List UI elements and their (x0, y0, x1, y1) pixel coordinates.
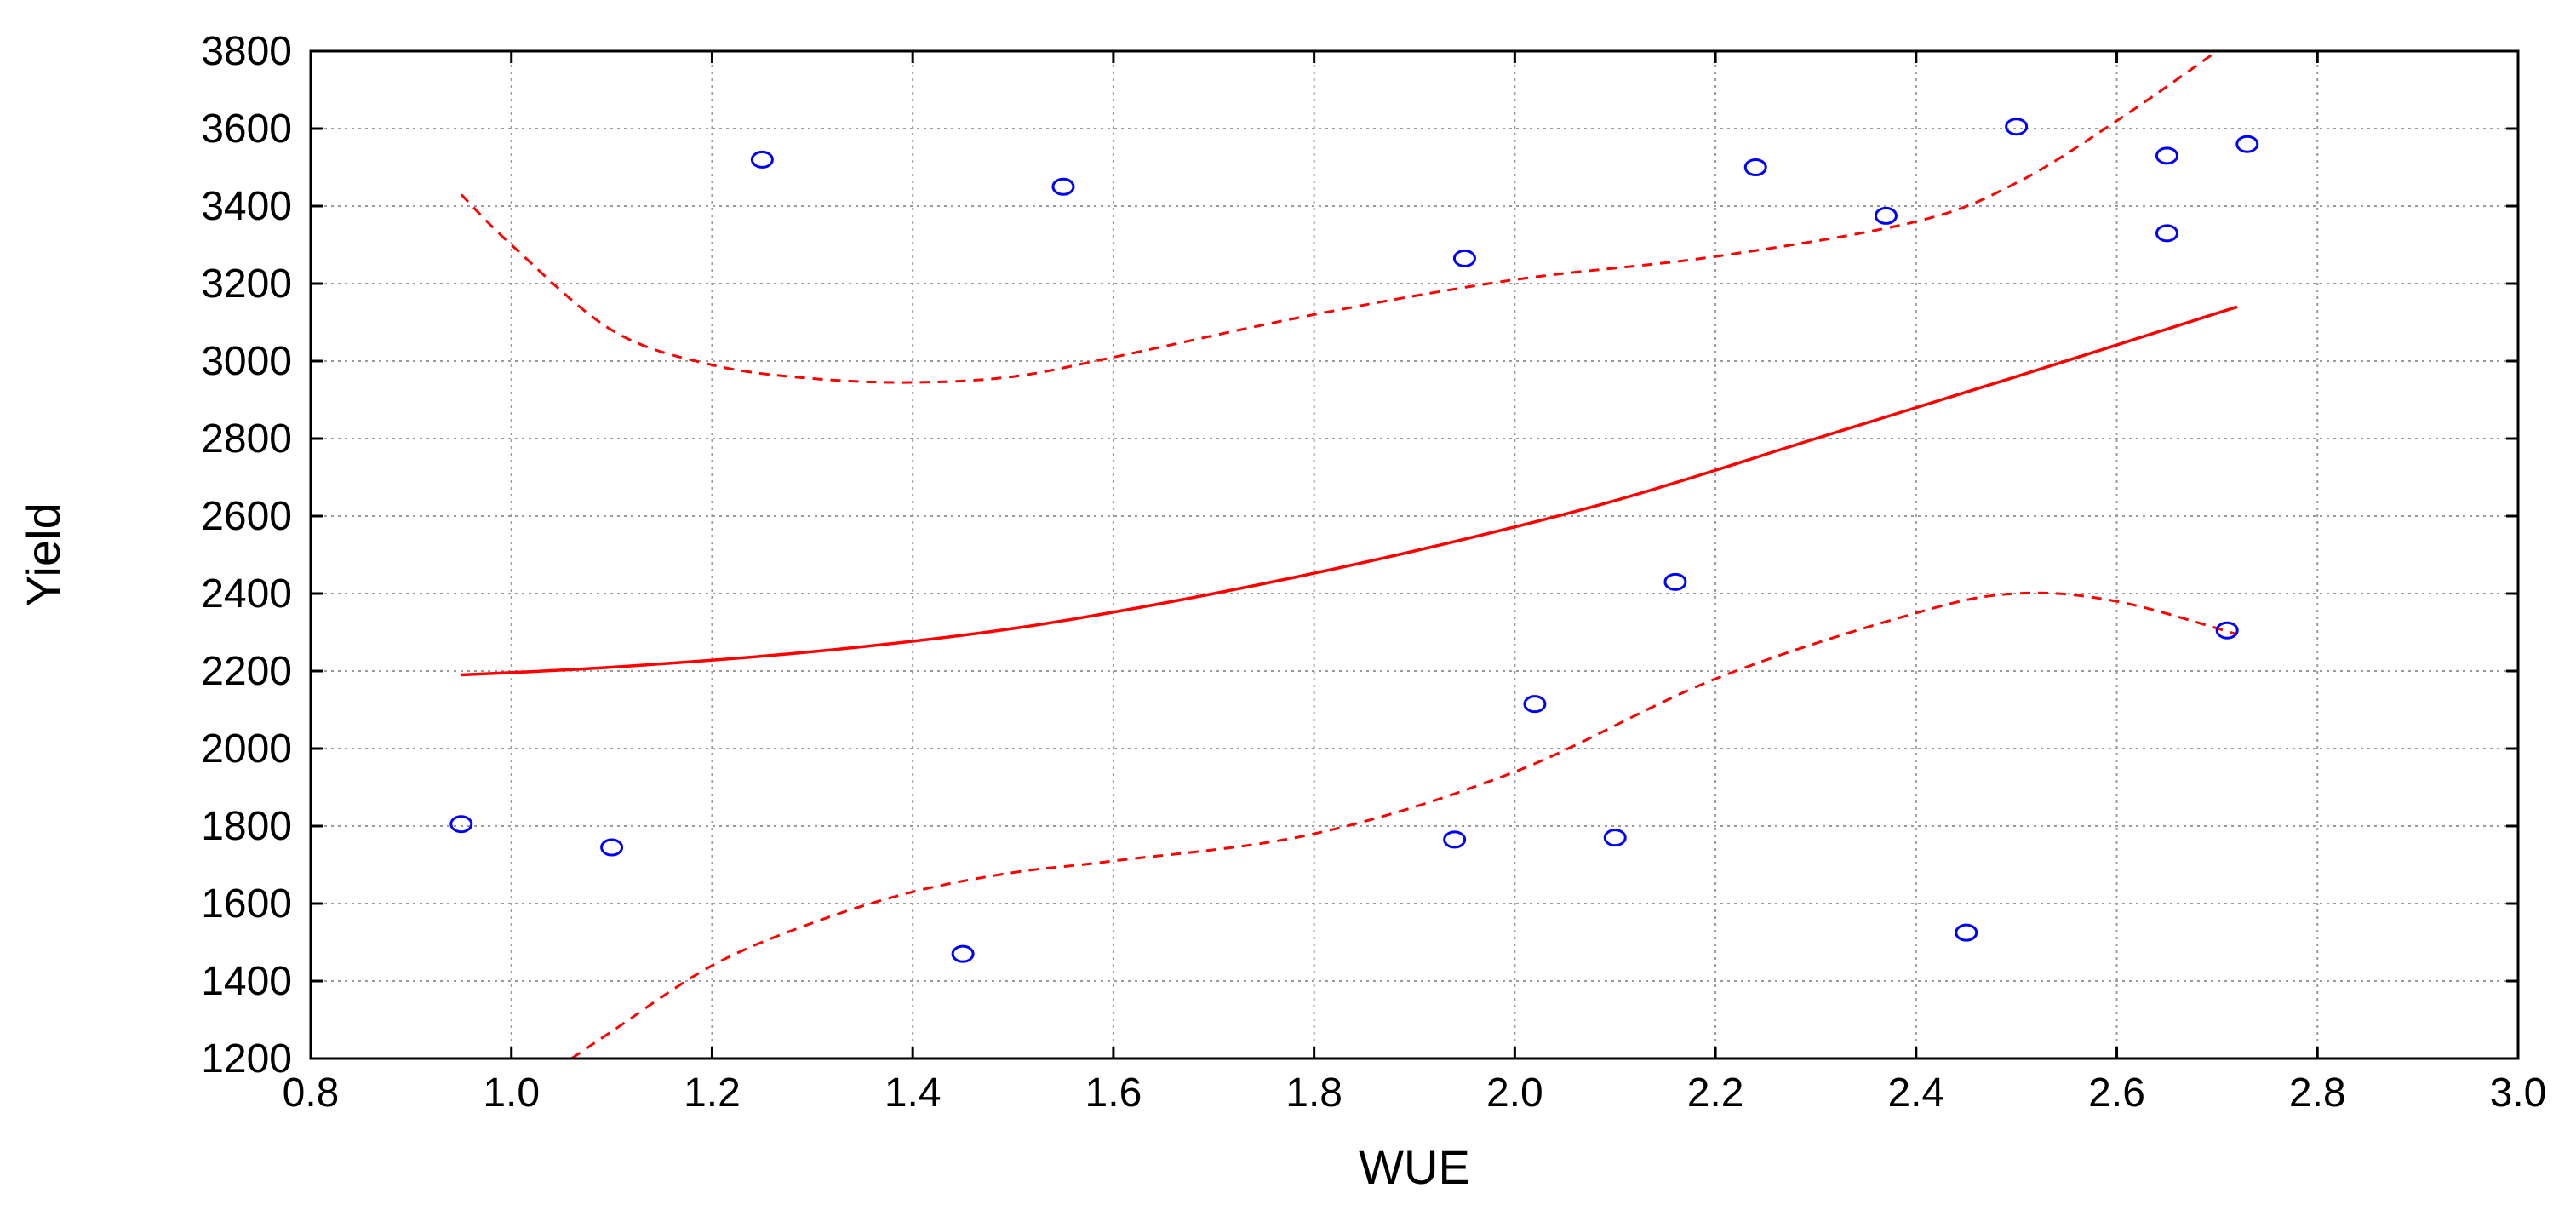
data-point (1452, 249, 1476, 267)
data-point (1743, 158, 1767, 176)
gridlines (310, 50, 2519, 1059)
upper-confidence-band (460, 51, 2218, 384)
y-tick-label: 1200 (201, 1036, 292, 1082)
data-point (1523, 695, 1547, 714)
lower-confidence-band (570, 591, 2238, 1059)
data-point (1051, 177, 1075, 196)
y-tick-label: 2600 (201, 494, 292, 539)
data-point (2155, 224, 2178, 243)
y-tick-label: 1800 (201, 804, 292, 849)
y-tick-label: 1400 (201, 959, 292, 1004)
x-tick-label: 2.2 (1687, 1070, 1744, 1116)
y-tick-label: 1600 (201, 881, 292, 927)
x-tick-label: 2.4 (1887, 1070, 1944, 1116)
x-tick-label: 1.2 (684, 1070, 741, 1116)
data-point (2215, 621, 2239, 640)
x-tick-label: 2.6 (2088, 1070, 2145, 1116)
x-tick-label: 2.0 (1486, 1070, 1543, 1116)
data-point (750, 150, 774, 169)
plot-frame (309, 49, 2520, 1060)
data-point (1603, 829, 1627, 847)
axis-ticks (309, 49, 2520, 1060)
y-tick-labels: 1200 1400 1600 1800 2000 2200 2400 2600 2800 3000… (201, 29, 292, 1082)
x-tick-label: 3.0 (2490, 1070, 2547, 1116)
x-tick-label: 1.4 (884, 1070, 942, 1116)
y-tick-label: 3000 (201, 339, 292, 384)
x-tick-labels: 0.8 1.0 1.2 1.4 1.6 1.8 2.0 2.2 2.4 2.6 2.8 3.0 (283, 1070, 2547, 1116)
data-point (449, 815, 473, 834)
data-point (1955, 923, 1978, 942)
data-point (1443, 830, 1467, 849)
data-points (449, 118, 2259, 963)
data-point (2155, 146, 2178, 165)
y-tick-label: 3400 (201, 184, 292, 229)
y-tick-label: 2800 (201, 416, 292, 462)
y-tick-label: 3200 (201, 261, 292, 307)
x-axis-title: WUE (1359, 1140, 1470, 1194)
y-axis-title: Yield (16, 502, 70, 606)
x-tick-label: 2.8 (2289, 1070, 2346, 1116)
data-point (2235, 135, 2259, 153)
data-point (2005, 118, 2029, 136)
data-point (1874, 206, 1898, 225)
data-point (600, 838, 624, 857)
x-tick-label: 1.8 (1285, 1070, 1342, 1116)
fit-line (461, 305, 2238, 677)
confidence-bands (460, 51, 2238, 1059)
x-tick-label: 1.0 (483, 1070, 540, 1116)
y-tick-label: 2400 (201, 571, 292, 617)
y-tick-label: 3800 (201, 29, 292, 74)
data-point (1663, 572, 1687, 591)
x-tick-label: 0.8 (283, 1070, 340, 1116)
y-tick-label: 2000 (201, 726, 292, 772)
fit-curve-group (461, 305, 2238, 677)
x-tick-label: 1.6 (1085, 1070, 1142, 1116)
y-tick-label: 3600 (201, 106, 292, 152)
y-tick-label: 2200 (201, 649, 292, 694)
data-point (951, 944, 975, 963)
